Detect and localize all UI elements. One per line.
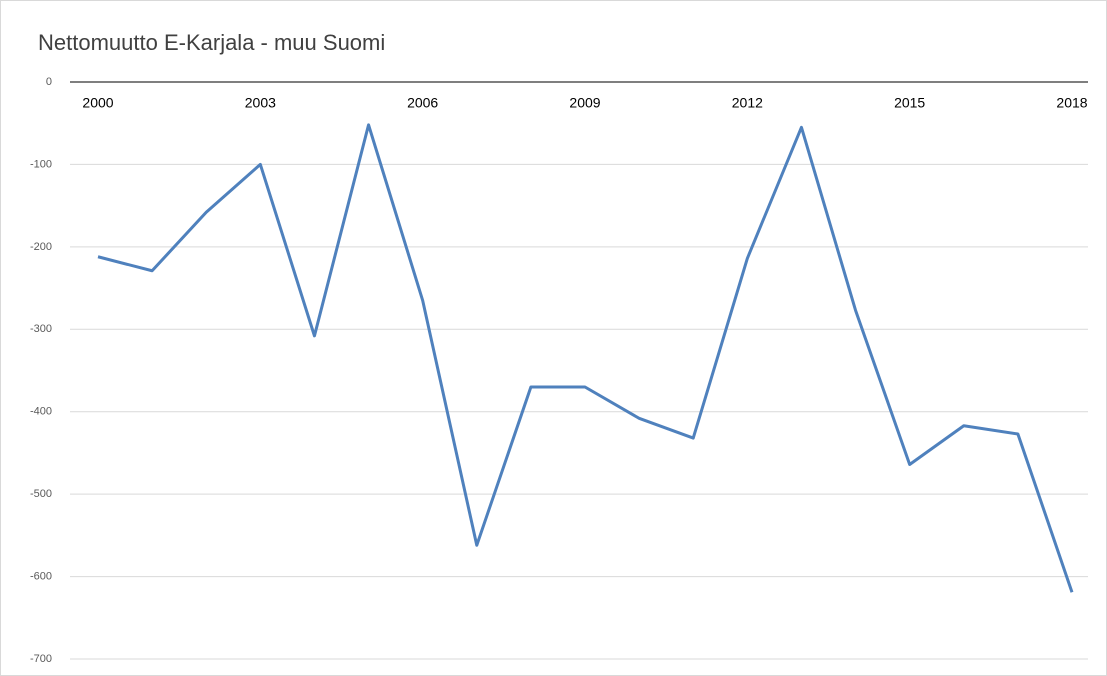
x-tick-label: 2012 xyxy=(732,95,763,111)
y-tick-label: 0 xyxy=(46,76,52,88)
y-tick-label: -300 xyxy=(30,323,52,335)
y-tick-label: -500 xyxy=(30,488,52,500)
chart-title: Nettomuutto E-Karjala - muu Suomi xyxy=(38,30,385,55)
x-tick-label: 2000 xyxy=(82,95,113,111)
y-tick-label: -200 xyxy=(30,241,52,253)
data-line xyxy=(97,123,1074,593)
y-tick-label: -100 xyxy=(30,158,52,170)
x-tick-label: 2015 xyxy=(894,95,925,111)
x-tick-label: 2018 xyxy=(1056,95,1087,111)
x-tick-label: 2009 xyxy=(569,95,600,111)
x-tick-label: 2003 xyxy=(245,95,276,111)
y-tick-label: -700 xyxy=(30,653,52,665)
x-tick-label: 2006 xyxy=(407,95,438,111)
y-tick-label: -400 xyxy=(30,406,52,418)
y-tick-label: -600 xyxy=(30,570,52,582)
